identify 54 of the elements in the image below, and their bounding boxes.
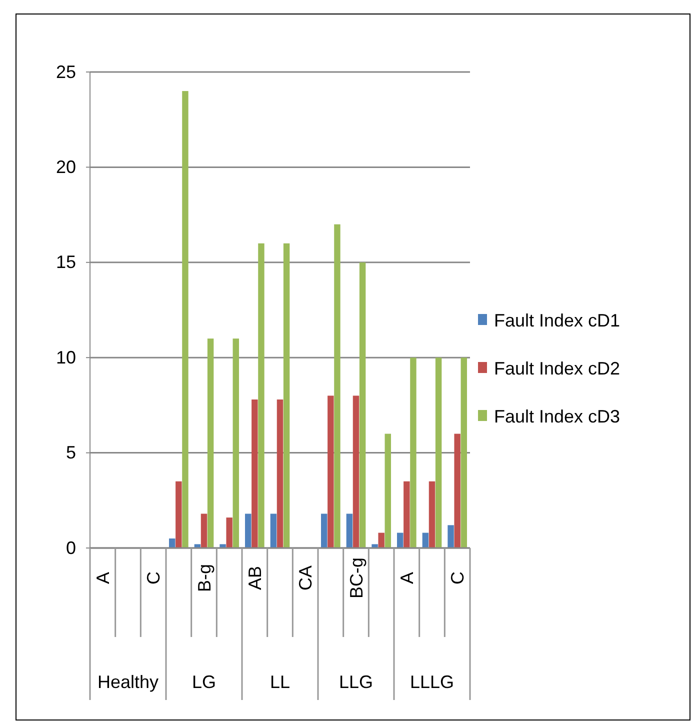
bar bbox=[169, 538, 176, 548]
bar bbox=[448, 525, 454, 548]
legend-label: Fault Index cD3 bbox=[494, 406, 620, 426]
bar bbox=[245, 514, 252, 548]
bar bbox=[226, 518, 232, 548]
y-tick-label: 25 bbox=[56, 62, 76, 82]
y-tick-label: 10 bbox=[56, 347, 76, 368]
y-tick-label: 0 bbox=[66, 538, 76, 558]
bar bbox=[200, 514, 208, 548]
x-tick-label: AB bbox=[244, 566, 265, 590]
bar bbox=[328, 396, 334, 548]
x-tick-label: A bbox=[396, 572, 417, 584]
bar bbox=[410, 358, 416, 548]
bar bbox=[422, 532, 429, 548]
bar bbox=[270, 514, 277, 548]
bar bbox=[182, 91, 188, 548]
bar bbox=[352, 396, 360, 548]
bar bbox=[258, 243, 264, 548]
text: LL bbox=[270, 672, 290, 692]
bar bbox=[321, 514, 328, 548]
text: LG bbox=[192, 672, 216, 692]
x-tick-label: CA bbox=[296, 565, 316, 591]
bar bbox=[232, 338, 239, 548]
bar bbox=[428, 481, 436, 548]
x-tick-label: B-g bbox=[194, 564, 214, 592]
x-tick-label: C bbox=[144, 572, 164, 584]
bar bbox=[359, 262, 366, 548]
text: LLG bbox=[338, 672, 374, 692]
bar bbox=[207, 338, 214, 548]
bar bbox=[404, 481, 410, 548]
bar bbox=[384, 434, 391, 548]
bar bbox=[276, 399, 284, 548]
y-tick-label: 20 bbox=[56, 156, 76, 177]
bar bbox=[454, 434, 460, 548]
y-tick-label: 5 bbox=[66, 442, 76, 463]
bar bbox=[283, 243, 290, 548]
text: LLLG bbox=[410, 672, 454, 692]
legend-label: Fault Index cD1 bbox=[494, 310, 620, 330]
x-tick-label: C bbox=[448, 572, 468, 584]
x-tick-label: BC-g bbox=[346, 557, 366, 599]
bar bbox=[397, 532, 404, 548]
bar bbox=[220, 544, 226, 548]
bar bbox=[435, 358, 442, 548]
bar bbox=[176, 481, 182, 548]
bar bbox=[334, 224, 340, 548]
bar bbox=[252, 399, 258, 548]
legend-label: Fault Index cD2 bbox=[494, 358, 620, 378]
text: Healthy bbox=[97, 672, 159, 692]
bar bbox=[378, 532, 384, 548]
x-tick-label: A bbox=[92, 572, 113, 584]
bar bbox=[346, 514, 353, 548]
y-tick-label: 15 bbox=[56, 252, 76, 272]
bar bbox=[372, 544, 378, 548]
bar bbox=[460, 358, 467, 548]
